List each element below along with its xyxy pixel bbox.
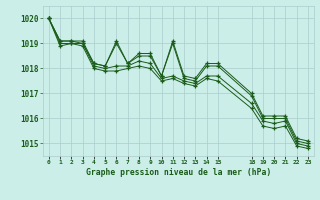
X-axis label: Graphe pression niveau de la mer (hPa): Graphe pression niveau de la mer (hPa) xyxy=(86,168,271,177)
